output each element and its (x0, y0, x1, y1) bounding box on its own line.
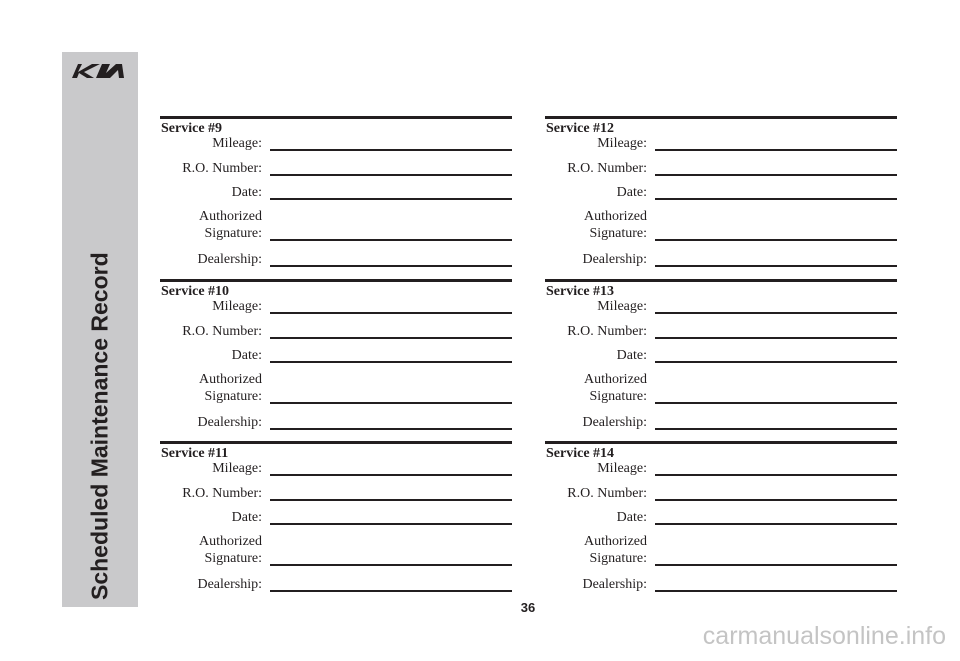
section-rule (545, 441, 897, 444)
field-label: Dealership: (197, 415, 262, 430)
field-line (270, 590, 512, 592)
field-line (270, 337, 512, 339)
page-number: 36 (520, 600, 536, 615)
field-label: R.O. Number: (182, 486, 262, 501)
field-label: Mileage: (212, 299, 262, 314)
field-label: R.O. Number: (567, 486, 647, 501)
field-line (655, 564, 897, 566)
field-line (655, 198, 897, 200)
field-label: Authorized Signature: (584, 534, 647, 566)
field-label: Date: (231, 185, 262, 200)
service-title: Service #9 (161, 121, 223, 136)
field-line (270, 149, 512, 151)
field-line (655, 402, 897, 404)
field-label: Dealership: (197, 252, 262, 267)
field-line (655, 590, 897, 592)
sidebar (62, 52, 138, 607)
field-label: Authorized Signature: (584, 209, 647, 241)
field-line (655, 239, 897, 241)
field-line (655, 499, 897, 501)
field-line (655, 149, 897, 151)
field-label: R.O. Number: (182, 161, 262, 176)
logo (72, 64, 124, 78)
field-line (655, 523, 897, 525)
field-label: Dealership: (582, 415, 647, 430)
field-line (270, 265, 512, 267)
field-label: Date: (231, 348, 262, 363)
field-label: Dealership: (197, 577, 262, 592)
field-line (270, 239, 512, 241)
section-rule (160, 279, 512, 282)
field-label: R.O. Number: (182, 324, 262, 339)
service-title: Service #13 (546, 284, 615, 299)
field-label: Date: (616, 185, 647, 200)
field-label: Mileage: (212, 461, 262, 476)
field-line (270, 174, 512, 176)
field-line (270, 564, 512, 566)
field-label: Mileage: (597, 299, 647, 314)
service-title: Service #12 (546, 121, 615, 136)
section-rule (545, 116, 897, 119)
watermark: carmanualsonline.info (702, 622, 946, 650)
sidebar-title: Scheduled Maintenance Record (86, 252, 113, 600)
field-label: Dealership: (582, 252, 647, 267)
field-label: Date: (231, 510, 262, 525)
field-label: Authorized Signature: (199, 209, 262, 241)
field-label: Authorized Signature: (199, 372, 262, 404)
section-rule (160, 116, 512, 119)
field-line (270, 402, 512, 404)
field-label: Mileage: (597, 136, 647, 151)
field-label: Authorized Signature: (199, 534, 262, 566)
field-line (655, 361, 897, 363)
field-line (655, 428, 897, 430)
field-label: Date: (616, 348, 647, 363)
field-label: Mileage: (597, 461, 647, 476)
field-line (270, 474, 512, 476)
field-line (270, 499, 512, 501)
section-rule (160, 441, 512, 444)
service-title: Service #11 (161, 446, 229, 461)
field-label: R.O. Number: (567, 161, 647, 176)
field-label: Date: (616, 510, 647, 525)
field-label: R.O. Number: (567, 324, 647, 339)
section-rule (545, 279, 897, 282)
field-line (655, 312, 897, 314)
service-title: Service #14 (546, 446, 615, 461)
field-line (270, 428, 512, 430)
field-line (655, 474, 897, 476)
field-line (270, 523, 512, 525)
field-line (655, 174, 897, 176)
service-title: Service #10 (161, 284, 230, 299)
field-label: Dealership: (582, 577, 647, 592)
field-label: Authorized Signature: (584, 372, 647, 404)
field-label: Mileage: (212, 136, 262, 151)
field-line (655, 265, 897, 267)
field-line (270, 198, 512, 200)
field-line (270, 312, 512, 314)
field-line (655, 337, 897, 339)
field-line (270, 361, 512, 363)
